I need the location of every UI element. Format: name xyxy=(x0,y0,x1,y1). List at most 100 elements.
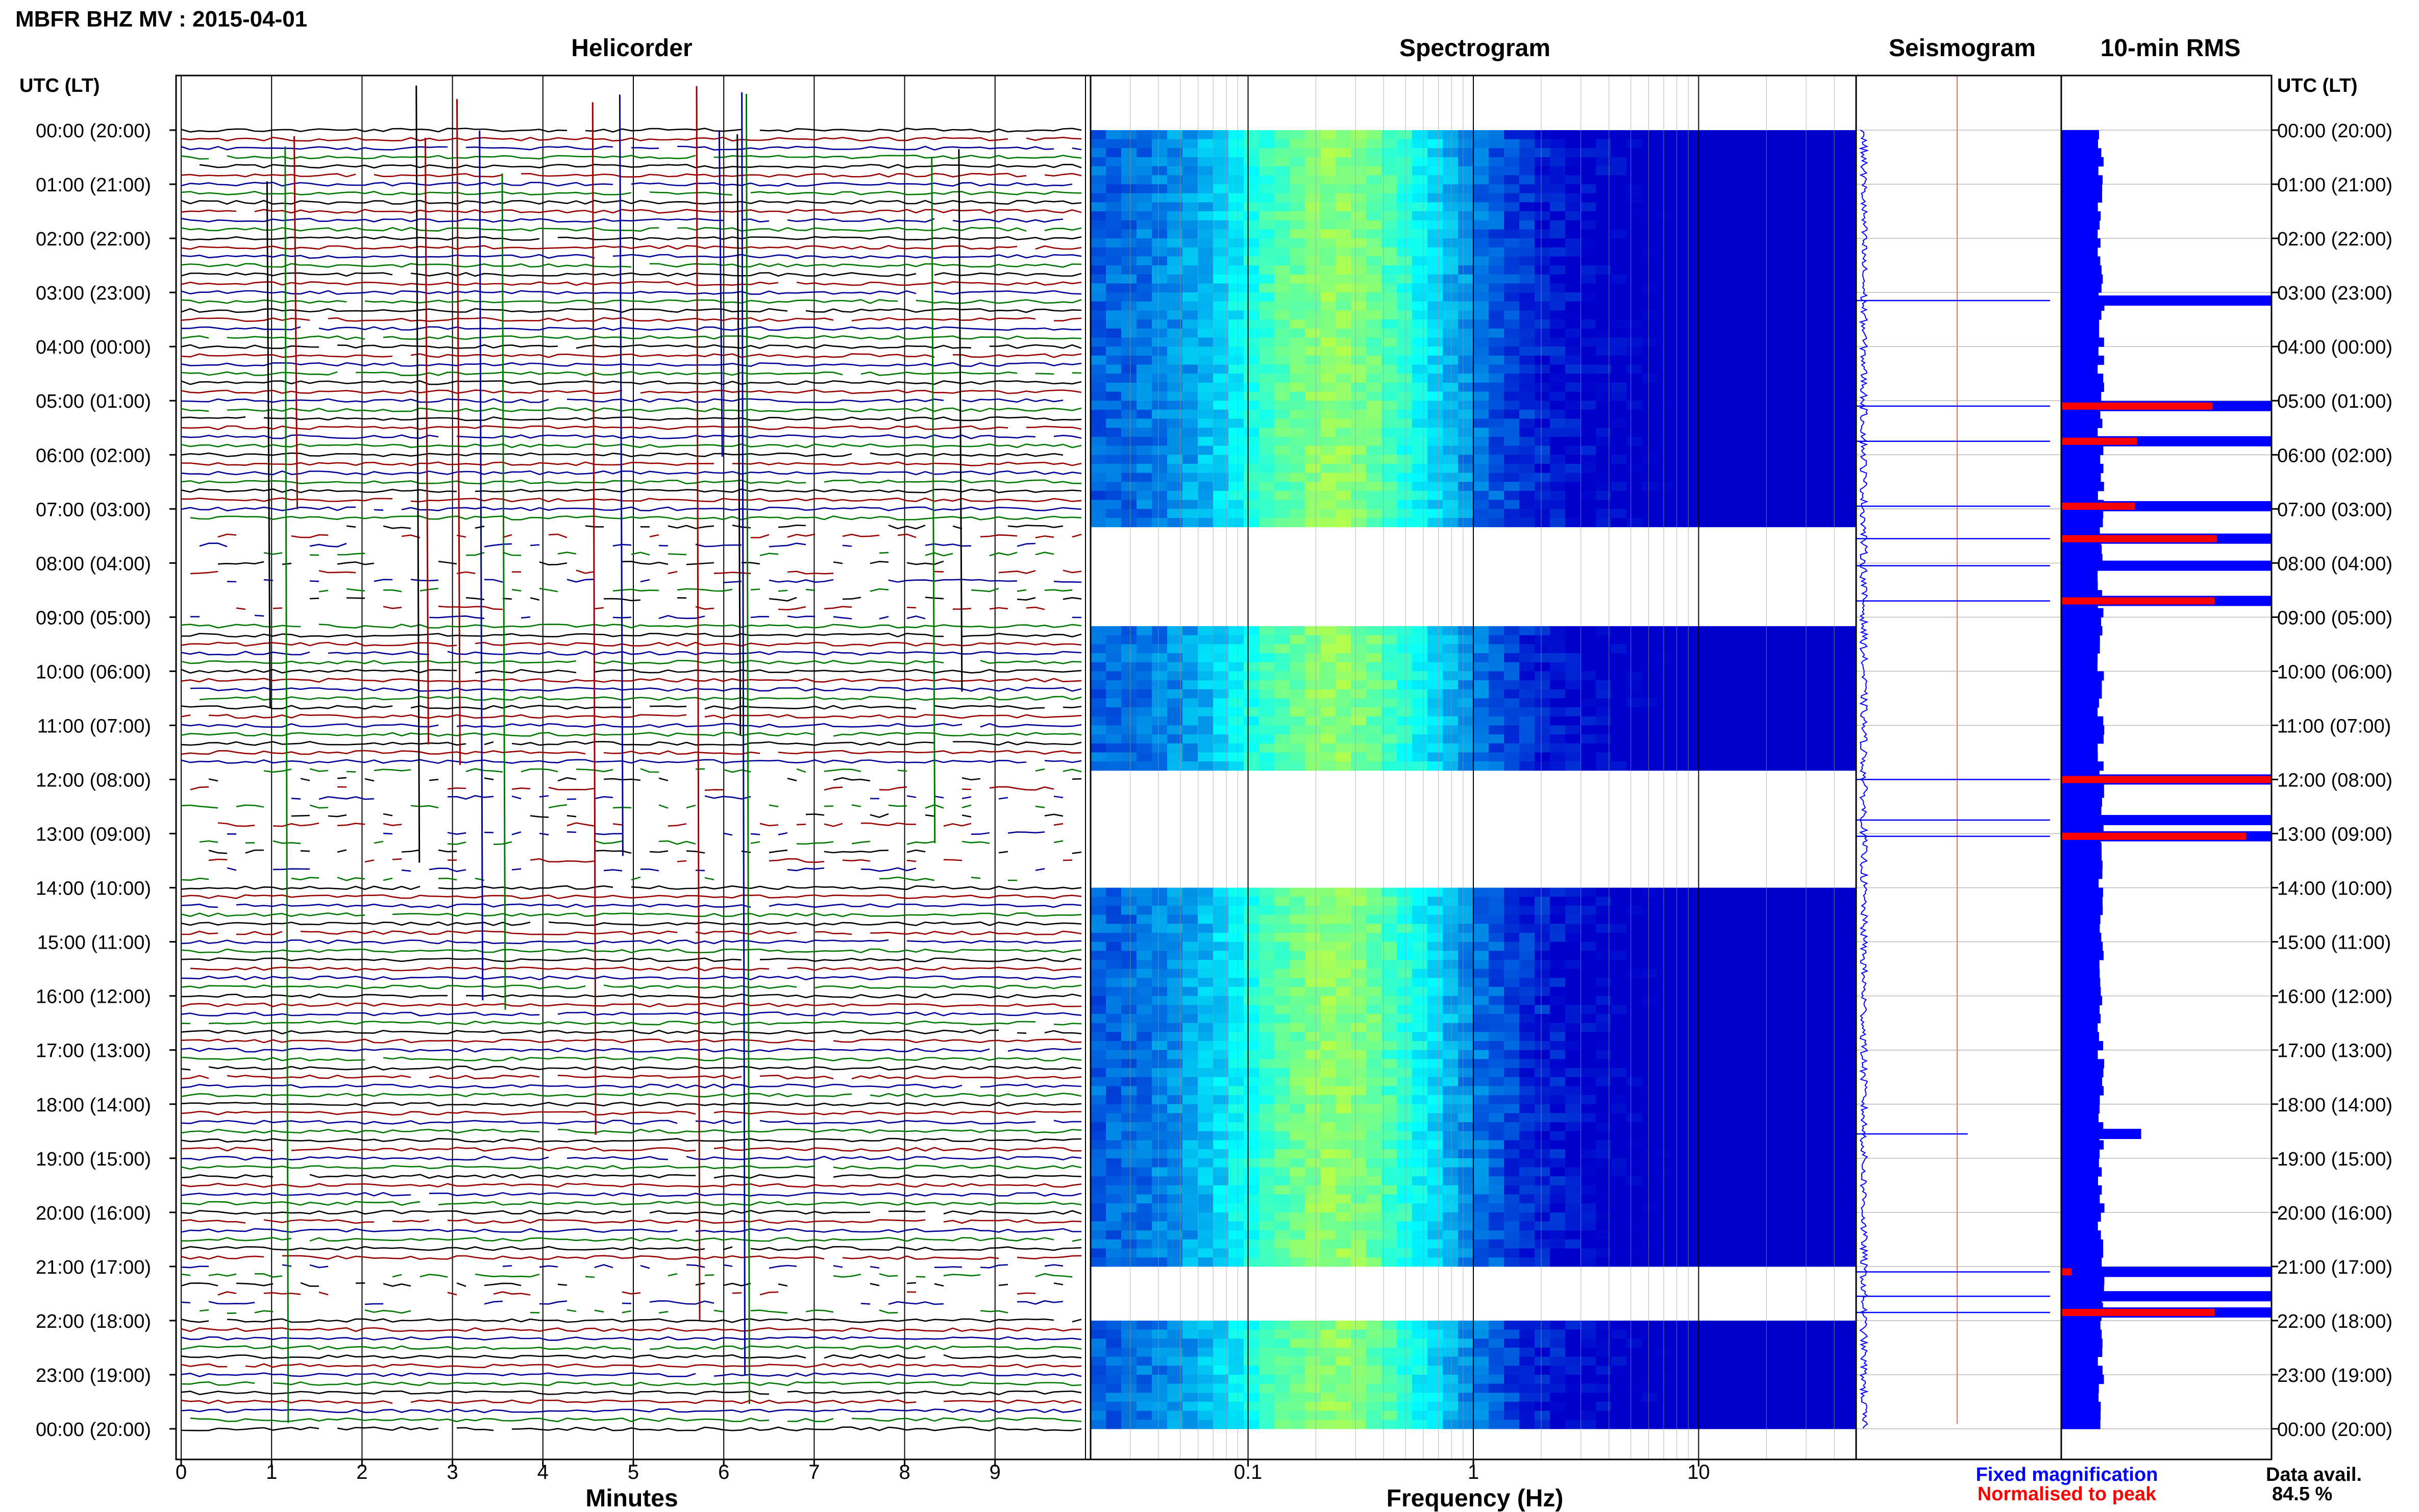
spectrogram-cell xyxy=(1550,914,1566,924)
spectrogram-cell xyxy=(1489,490,1504,501)
spectrogram-cell xyxy=(1213,202,1229,212)
spectrogram-cell xyxy=(1657,1167,1673,1177)
spectrogram-cell xyxy=(1550,1068,1566,1078)
spectrogram-cell xyxy=(1121,509,1137,518)
spectrogram-cell xyxy=(1213,680,1229,690)
spectrogram-cell xyxy=(1489,1185,1504,1195)
spectrogram-cell xyxy=(1473,1185,1489,1195)
spectrogram-cell xyxy=(1611,211,1627,221)
spectrogram-cell xyxy=(1657,374,1673,383)
spectrogram-cell xyxy=(1596,247,1612,257)
spectrogram-cell xyxy=(1381,401,1397,410)
spectrogram-cell xyxy=(1734,1158,1749,1168)
spectrogram-cell xyxy=(1504,1176,1520,1186)
spectrogram-cell xyxy=(1841,184,1857,194)
spectrogram-cell xyxy=(1366,401,1382,410)
spectrogram-cell xyxy=(1611,1122,1627,1132)
spectrogram-cell xyxy=(1489,157,1504,167)
spectrogram-cell xyxy=(1259,1068,1275,1078)
spectrogram-cell xyxy=(1351,635,1367,645)
spectrogram-cell xyxy=(1121,635,1137,645)
spectrogram-cell xyxy=(1152,914,1168,924)
spectrogram-cell xyxy=(1626,139,1642,148)
spectrogram-cell xyxy=(1749,238,1765,248)
spectrogram-cell xyxy=(1167,319,1183,329)
spectrogram-cell xyxy=(1152,951,1168,960)
spectrogram-cell xyxy=(1504,328,1520,338)
spectrogram-cell xyxy=(1412,761,1428,771)
spectrogram-cell xyxy=(1688,500,1704,509)
spectrogram-cell xyxy=(1626,455,1642,464)
spectrogram-cell xyxy=(1734,626,1749,636)
spectrogram-cell xyxy=(1290,1212,1305,1222)
helicorder-trace xyxy=(181,1327,1081,1332)
spectrogram-cell xyxy=(1152,1023,1168,1032)
spectrogram-cell xyxy=(1412,1050,1428,1059)
spectrogram-cell xyxy=(1381,1050,1397,1059)
spectrogram-cell xyxy=(1106,1077,1122,1086)
spectrogram-cell xyxy=(1167,157,1183,167)
spectrogram-cell xyxy=(1458,247,1474,257)
helicorder-trace xyxy=(190,786,1054,791)
spectrogram-cell xyxy=(1305,364,1321,374)
spectrogram-cell xyxy=(1121,418,1137,428)
spectrogram-cell xyxy=(1749,473,1765,482)
spectrogram-cell xyxy=(1688,184,1704,194)
spectrogram-cell xyxy=(1718,391,1734,401)
spectrogram-cell xyxy=(1825,428,1841,437)
helicorder-trace xyxy=(181,957,1082,962)
spectrogram-cell xyxy=(1152,283,1168,293)
spectrogram-cell xyxy=(1121,644,1137,654)
spectrogram-cell xyxy=(1259,463,1275,474)
spectrogram-cell xyxy=(1320,517,1336,528)
spectrogram-cell xyxy=(1366,274,1382,284)
spectrogram-cell xyxy=(1351,1005,1367,1014)
spectrogram-cell xyxy=(1458,1176,1474,1186)
spectrogram-cell xyxy=(1688,986,1704,997)
spectrogram-cell xyxy=(1305,166,1321,176)
spectrogram-cell xyxy=(1305,229,1321,239)
spectrogram-cell xyxy=(1565,292,1581,302)
spectrogram-cell xyxy=(1397,265,1413,275)
spectrogram-cell xyxy=(1274,382,1290,392)
spectrogram-cell xyxy=(1213,1032,1229,1042)
spectrogram-cell xyxy=(1780,328,1795,338)
helicorder-trace xyxy=(181,128,1082,133)
spectrogram-cell xyxy=(1244,698,1260,708)
spectrogram-cell xyxy=(1336,752,1351,762)
spectrogram-cell xyxy=(1657,382,1673,392)
spectrogram-cell xyxy=(1688,157,1704,167)
spectrogram-cell xyxy=(1137,157,1152,167)
spectrogram-cell xyxy=(1642,734,1658,744)
spectrogram-cell xyxy=(1749,364,1765,374)
spectrogram-cell xyxy=(1672,193,1688,203)
spectrogram-cell xyxy=(1274,1149,1290,1159)
spectrogram-cell xyxy=(1182,328,1198,338)
spectrogram-cell xyxy=(1336,455,1351,464)
spectrogram-cell xyxy=(1198,1032,1214,1042)
spectrogram-cell xyxy=(1259,428,1275,437)
spectrogram-cell xyxy=(1565,671,1581,681)
spectrogram-cell xyxy=(1703,752,1719,762)
spectrogram-cell xyxy=(1626,1095,1642,1105)
spectrogram-cell xyxy=(1473,193,1489,203)
spectrogram-cell xyxy=(1565,1014,1581,1024)
spectrogram-cell xyxy=(1581,698,1596,708)
spectrogram-cell xyxy=(1412,265,1428,275)
spectrogram-cell xyxy=(1412,301,1428,311)
spectrogram-cell xyxy=(1152,635,1168,645)
spectrogram-cell xyxy=(1274,148,1290,158)
spectrogram-cell xyxy=(1688,680,1704,690)
spectrogram-cell xyxy=(1091,1185,1106,1195)
helicorder-trace xyxy=(181,1147,1081,1152)
spectrogram-cell xyxy=(1381,932,1397,943)
spectrogram-cell xyxy=(1611,292,1627,302)
spectrogram-cell xyxy=(1274,157,1290,167)
spectrogram-cell xyxy=(1749,725,1765,735)
spectrogram-cell xyxy=(1764,905,1780,915)
spectrogram-cell xyxy=(1626,175,1642,185)
spectrogram-cell xyxy=(1397,932,1413,943)
spectrogram-cell xyxy=(1244,743,1260,753)
spectrogram-cell xyxy=(1489,193,1504,203)
spectrogram-cell xyxy=(1565,455,1581,464)
